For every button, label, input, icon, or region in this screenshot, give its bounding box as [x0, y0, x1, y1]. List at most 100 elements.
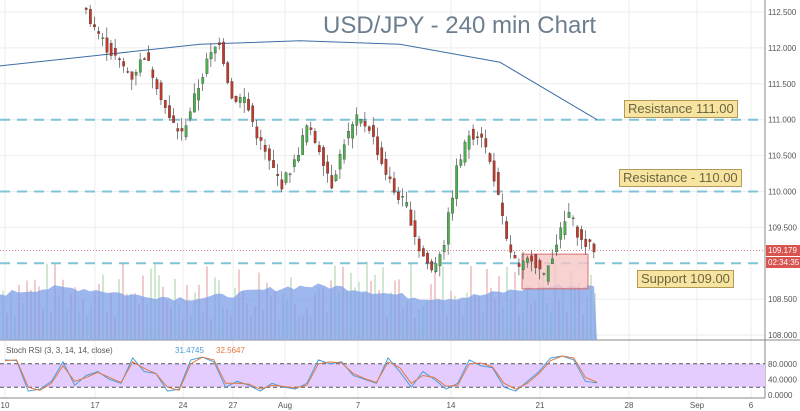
candle — [351, 124, 354, 139]
candle — [459, 159, 463, 166]
candle — [559, 227, 563, 240]
candle — [551, 258, 554, 264]
candle — [301, 135, 305, 155]
candle — [471, 128, 475, 140]
candle — [89, 9, 92, 24]
y-tick-label: 112.500 — [768, 8, 797, 17]
candle — [422, 248, 425, 257]
candle — [338, 153, 342, 170]
candle — [401, 196, 404, 198]
candle — [546, 265, 550, 282]
x-tick-label: Sep — [690, 401, 705, 410]
candle — [138, 59, 142, 73]
candle — [93, 24, 96, 28]
candle — [488, 153, 492, 162]
candle — [226, 62, 230, 83]
candle — [159, 82, 163, 101]
candle — [467, 135, 471, 150]
candle — [322, 147, 325, 166]
candle — [438, 254, 442, 267]
candle — [151, 69, 155, 78]
candle — [442, 245, 446, 253]
candle — [309, 127, 313, 130]
candle — [476, 136, 479, 138]
candle — [305, 125, 309, 143]
candle — [509, 244, 513, 253]
candle — [496, 172, 500, 195]
candle — [126, 71, 130, 73]
x-tick-label: 6 — [749, 401, 754, 410]
candle — [347, 131, 350, 139]
candle — [367, 126, 371, 131]
candle — [588, 239, 592, 242]
candle — [284, 172, 288, 183]
candle — [134, 72, 138, 76]
x-tick-label: 27 — [229, 401, 238, 410]
candle — [263, 145, 267, 152]
candle — [513, 255, 517, 259]
resistance-110-label: Resistance - 110.00 — [619, 169, 742, 187]
stoch-d-line — [4, 355, 598, 391]
x-tick-label: 28 — [625, 401, 634, 410]
candle — [380, 147, 384, 164]
x-tick-label: 17 — [91, 401, 100, 410]
stoch-band — [0, 363, 765, 388]
candle — [84, 7, 88, 10]
candle — [163, 100, 167, 108]
candle — [563, 221, 567, 236]
candle — [542, 273, 546, 275]
stoch-y-tick: 80.0000 — [768, 360, 797, 369]
candle — [238, 97, 242, 103]
moving-average-line — [0, 40, 598, 121]
candle — [413, 220, 417, 237]
countdown: 02:34:35 — [768, 258, 800, 267]
y-tick-label: 111.000 — [768, 116, 796, 125]
candle — [188, 111, 192, 120]
candle — [230, 81, 234, 99]
candle — [197, 88, 200, 101]
candle — [313, 131, 317, 143]
candle — [484, 138, 488, 148]
candle — [372, 125, 375, 137]
candle — [268, 148, 271, 161]
y-tick-label: 109.500 — [768, 223, 797, 232]
candle — [122, 61, 126, 67]
candle — [259, 137, 263, 141]
candle — [292, 159, 296, 167]
candle — [430, 261, 434, 271]
y-tick-label: 112.000 — [768, 44, 797, 53]
candle — [384, 158, 388, 175]
candle — [576, 226, 579, 238]
stoch-rsi-label[interactable]: Stoch RSI (3, 3, 14, 14, close) — [6, 346, 113, 355]
candle — [526, 257, 529, 263]
candle — [276, 174, 280, 176]
x-tick-label: 21 — [536, 401, 545, 410]
candle — [388, 176, 392, 180]
candle — [505, 221, 508, 239]
stoch-y-tick: 0.0000 — [768, 391, 793, 400]
candle — [480, 133, 483, 138]
resistance-111-label: Resistance 111.00 — [624, 100, 738, 118]
candle — [101, 37, 105, 39]
candle — [143, 58, 146, 60]
candle — [118, 58, 121, 60]
candle — [584, 238, 588, 247]
volume-area — [0, 283, 597, 340]
countdown-tag — [766, 257, 800, 268]
candle — [97, 31, 101, 34]
candle — [209, 52, 213, 60]
x-tick-label: 10 — [1, 401, 10, 410]
candle — [180, 128, 184, 132]
support-109-label: Support 109.00 — [637, 270, 734, 288]
stoch-d-value: 32.5647 — [216, 346, 245, 355]
candle — [555, 244, 558, 253]
last-price-tag — [766, 245, 800, 256]
candle — [297, 155, 300, 162]
x-tick-label: 14 — [447, 401, 456, 410]
candle — [501, 202, 504, 216]
candle — [363, 121, 367, 127]
candle — [105, 37, 109, 53]
candle — [218, 42, 221, 46]
candle — [255, 126, 259, 139]
